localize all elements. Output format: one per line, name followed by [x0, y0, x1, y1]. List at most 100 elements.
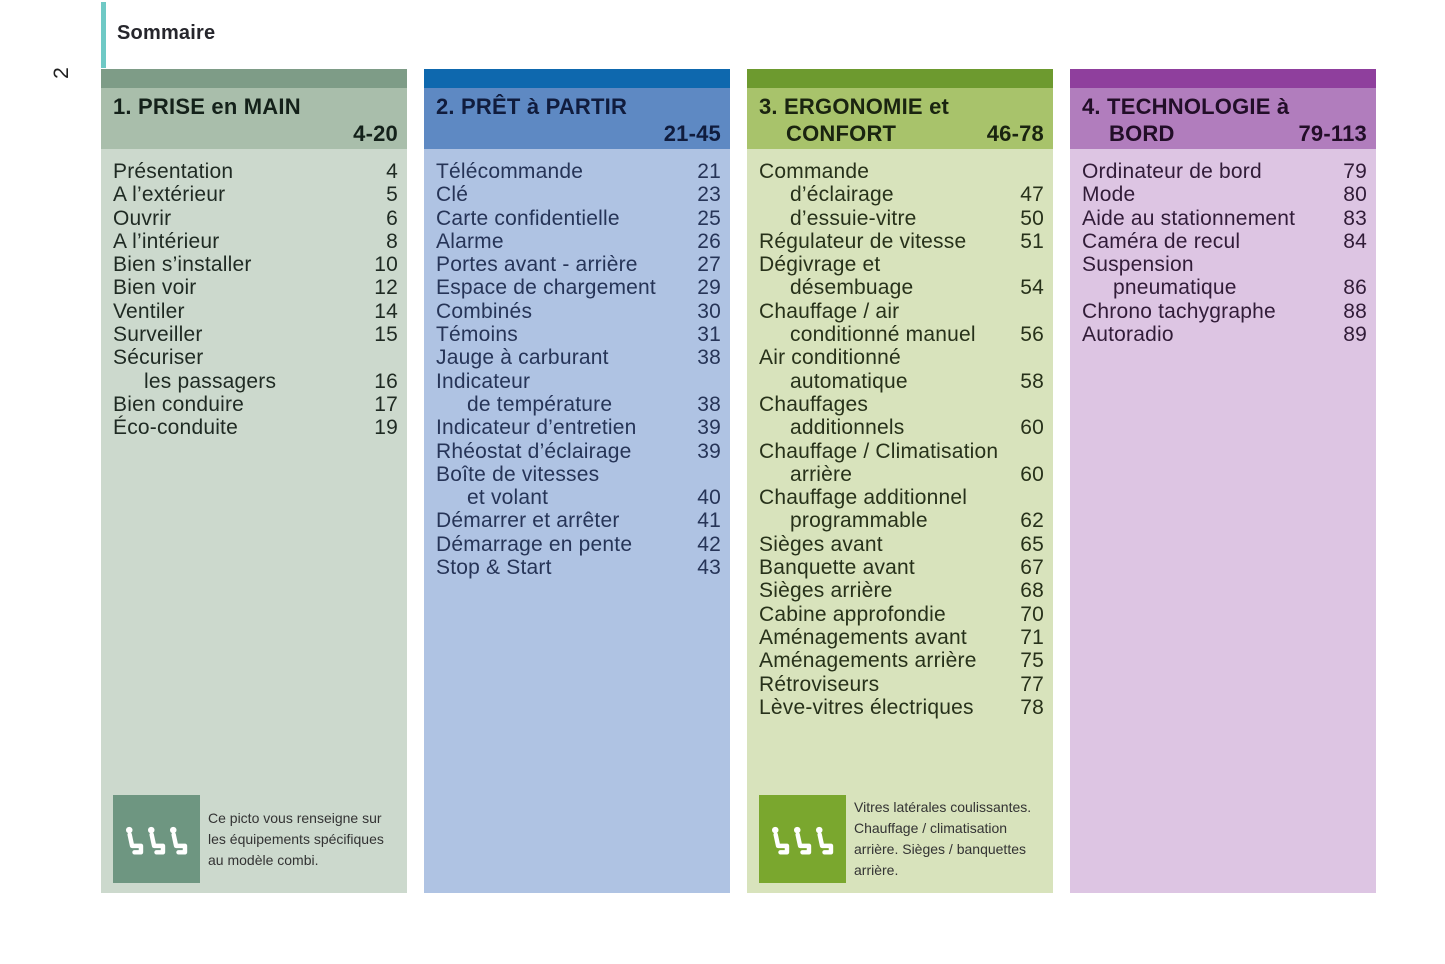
toc-item-label: Chauffages	[759, 392, 869, 416]
toc-item[interactable]: Bien conduire 17	[113, 393, 398, 416]
note-line: arrière. Sièges / banquettes	[854, 841, 1026, 857]
toc-item[interactable]: Dégivrage et	[759, 253, 1044, 276]
note-line: arrière.	[854, 862, 899, 878]
toc-item-label: Régulateur de vitesse	[759, 229, 967, 253]
toc-item[interactable]: Témoins 31	[436, 323, 721, 346]
toc-item[interactable]: désembuage 54	[759, 276, 1044, 299]
toc-item[interactable]: Indicateur d’entretien 39	[436, 416, 721, 439]
toc-item[interactable]: Chauffage additionnel	[759, 486, 1044, 509]
toc-item[interactable]: Combinés 30	[436, 300, 721, 323]
toc-item[interactable]: Indicateur	[436, 370, 721, 393]
toc-item[interactable]: Portes avant - arrière 27	[436, 253, 721, 276]
toc-item[interactable]: Bien voir 12	[113, 276, 398, 299]
toc-item[interactable]: Aménagements arrière 75	[759, 649, 1044, 672]
toc-item[interactable]: Autoradio 89	[1082, 323, 1367, 346]
toc-item-label: programmable	[790, 509, 928, 533]
toc-item-label: Carte confidentielle	[436, 206, 620, 230]
toc-item-label: Stop & Start	[436, 556, 552, 580]
section-header: 2. PRÊT à PARTIR 21-45	[424, 88, 730, 149]
section-technologie-a-bord: 4. TECHNOLOGIE à BORD 79-113 Ordinateur de …	[1070, 69, 1376, 893]
toc-item[interactable]: Rétroviseurs 77	[759, 673, 1044, 696]
toc-item[interactable]: Jauge à carburant 38	[436, 346, 721, 369]
note-text: Ce picto vous renseigne sur les équipemen…	[208, 808, 384, 871]
toc-item-label: de température	[467, 392, 613, 416]
toc-item[interactable]: Ordinateur de bord 79	[1082, 160, 1367, 183]
toc-item[interactable]: Sécuriser	[113, 346, 398, 369]
toc-item[interactable]: Chrono tachygraphe 88	[1082, 300, 1367, 323]
section-pret-a-partir: 2. PRÊT à PARTIR 21-45 Télécommande 21 Clé 23…	[424, 69, 730, 893]
toc-item[interactable]: Présentation 4	[113, 160, 398, 183]
toc-item-page: 40	[697, 486, 721, 510]
toc-item[interactable]: Caméra de recul 84	[1082, 230, 1367, 253]
seat-icon	[148, 826, 166, 855]
toc-item-label: Autoradio	[1082, 323, 1174, 347]
toc-item-label: Aide au stationnement	[1082, 206, 1296, 230]
toc-item[interactable]: Stop & Start 43	[436, 556, 721, 579]
toc-item-page: 30	[697, 299, 721, 323]
toc-item[interactable]: d’essuie-vitre 50	[759, 207, 1044, 230]
toc-item-list: Commande d’éclairage 47 d’essuie-vitre 50 Rég…	[747, 149, 1053, 719]
toc-item-page: 14	[374, 299, 398, 323]
toc-item-label: Sécuriser	[113, 346, 204, 370]
toc-item[interactable]: Espace de chargement 29	[436, 276, 721, 299]
toc-item[interactable]: A l’extérieur 5	[113, 183, 398, 206]
toc-item[interactable]: additionnels 60	[759, 416, 1044, 439]
toc-item[interactable]: Sièges avant 65	[759, 533, 1044, 556]
toc-item-page: 21	[697, 160, 721, 183]
toc-item[interactable]: Ventiler 14	[113, 300, 398, 323]
toc-item[interactable]: d’éclairage 47	[759, 183, 1044, 206]
toc-item[interactable]: automatique 58	[759, 370, 1044, 393]
toc-item[interactable]: Démarrage en pente 42	[436, 533, 721, 556]
section-note: Ce picto vous renseigne sur les équipemen…	[101, 795, 407, 893]
toc-item[interactable]: Chauffage / air	[759, 300, 1044, 323]
toc-item-list: Présentation 4 A l’extérieur 5 Ouvrir 6 A l’in…	[101, 149, 407, 440]
toc-item[interactable]: Rhéostat d’éclairage 39	[436, 440, 721, 463]
toc-item-label: Clé	[436, 183, 469, 207]
seats-pictogram	[113, 795, 200, 883]
toc-item-label: Mode	[1082, 183, 1136, 207]
toc-item[interactable]: Clé 23	[436, 183, 721, 206]
toc-item[interactable]: programmable 62	[759, 509, 1044, 532]
toc-item[interactable]: Éco-conduite 19	[113, 416, 398, 439]
toc-item[interactable]: Lève-vitres électriques 78	[759, 696, 1044, 719]
toc-item-page: 5	[386, 183, 398, 207]
toc-item[interactable]: Aide au stationnement 83	[1082, 207, 1367, 230]
toc-item[interactable]: Carte confidentielle 25	[436, 207, 721, 230]
toc-item-label: Indicateur d’entretien	[436, 416, 637, 440]
toc-item-label: pneumatique	[1113, 276, 1237, 300]
toc-item-label: Éco-conduite	[113, 416, 238, 440]
toc-columns: 1. PRISE en MAIN 4-20 Présentation 4 A l’ext…	[101, 69, 1376, 893]
toc-item[interactable]: Banquette avant 67	[759, 556, 1044, 579]
toc-item[interactable]: et volant 40	[436, 486, 721, 509]
toc-item[interactable]: Télécommande 21	[436, 160, 721, 183]
toc-item[interactable]: arrière 60	[759, 463, 1044, 486]
toc-item[interactable]: pneumatique 86	[1082, 276, 1367, 299]
toc-item[interactable]: Régulateur de vitesse 51	[759, 230, 1044, 253]
toc-item[interactable]: Alarme 26	[436, 230, 721, 253]
toc-item[interactable]: Suspension	[1082, 253, 1367, 276]
toc-item[interactable]: Chauffage / Climatisation	[759, 440, 1044, 463]
seat-icon	[816, 826, 834, 855]
toc-item[interactable]: Aménagements avant 71	[759, 626, 1044, 649]
toc-item[interactable]: Bien s’installer 10	[113, 253, 398, 276]
toc-item[interactable]: de température 38	[436, 393, 721, 416]
toc-item[interactable]: les passagers 16	[113, 370, 398, 393]
toc-item[interactable]: Commande	[759, 160, 1044, 183]
toc-item[interactable]: Sièges arrière 68	[759, 579, 1044, 602]
toc-item-label: Chrono tachygraphe	[1082, 299, 1276, 323]
toc-item-page: 62	[1020, 509, 1044, 533]
toc-item[interactable]: conditionné manuel 56	[759, 323, 1044, 346]
toc-item[interactable]: Boîte de vitesses	[436, 463, 721, 486]
toc-item[interactable]: Démarrer et arrêter 41	[436, 509, 721, 532]
toc-item[interactable]: Ouvrir 6	[113, 207, 398, 230]
toc-item[interactable]: Chauffages	[759, 393, 1044, 416]
toc-item-label: Boîte de vitesses	[436, 462, 600, 486]
toc-item-page: 84	[1343, 229, 1367, 253]
toc-item[interactable]: A l’intérieur 8	[113, 230, 398, 253]
toc-item[interactable]: Air conditionné	[759, 346, 1044, 369]
toc-item[interactable]: Mode 80	[1082, 183, 1367, 206]
section-page-range: 46-78	[986, 121, 1044, 146]
toc-item-page: 39	[697, 439, 721, 463]
toc-item[interactable]: Cabine approfondie 70	[759, 603, 1044, 626]
toc-item[interactable]: Surveiller 15	[113, 323, 398, 346]
